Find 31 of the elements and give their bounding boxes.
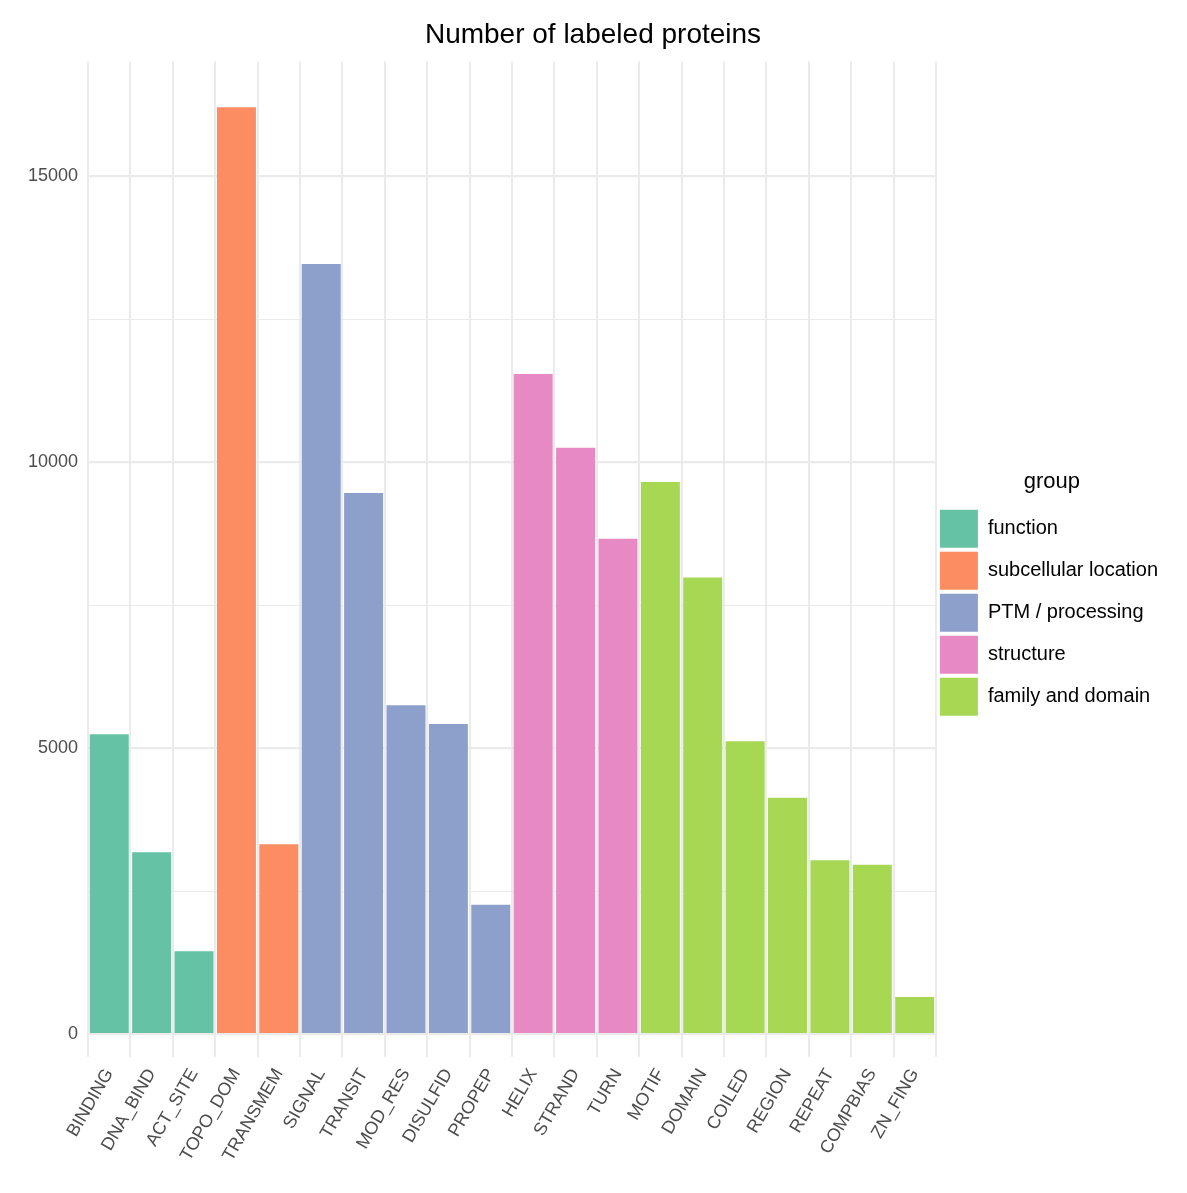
legend-title: group xyxy=(1023,468,1081,494)
bar xyxy=(386,705,426,1034)
y-tick-label: 0 xyxy=(68,1023,79,1044)
legend-label: structure xyxy=(987,642,1066,665)
bar xyxy=(259,844,299,1034)
bar xyxy=(344,492,384,1034)
bar xyxy=(471,904,511,1034)
y-tick-label: 10000 xyxy=(27,451,79,472)
y-tick-label: 5000 xyxy=(38,737,79,758)
bar xyxy=(895,996,935,1034)
bar xyxy=(598,538,638,1034)
chart-title: Number of labeled proteins xyxy=(424,17,762,49)
bar xyxy=(810,860,850,1034)
bar xyxy=(428,724,468,1034)
bar xyxy=(513,373,553,1034)
bar xyxy=(174,951,214,1034)
bar xyxy=(725,741,765,1034)
legend-label: function xyxy=(987,516,1058,539)
bar xyxy=(683,577,723,1034)
bar xyxy=(132,852,172,1034)
bar xyxy=(768,797,808,1034)
bar xyxy=(216,107,256,1034)
legend-label: subcellular location xyxy=(987,558,1159,581)
bar xyxy=(89,734,129,1034)
y-tick-label: 15000 xyxy=(27,164,79,185)
bar xyxy=(640,482,680,1034)
bar xyxy=(556,447,596,1034)
legend-label: family and domain xyxy=(987,684,1151,707)
bar xyxy=(852,864,892,1034)
bar xyxy=(301,264,341,1034)
legend-label: PTM / processing xyxy=(987,600,1144,623)
